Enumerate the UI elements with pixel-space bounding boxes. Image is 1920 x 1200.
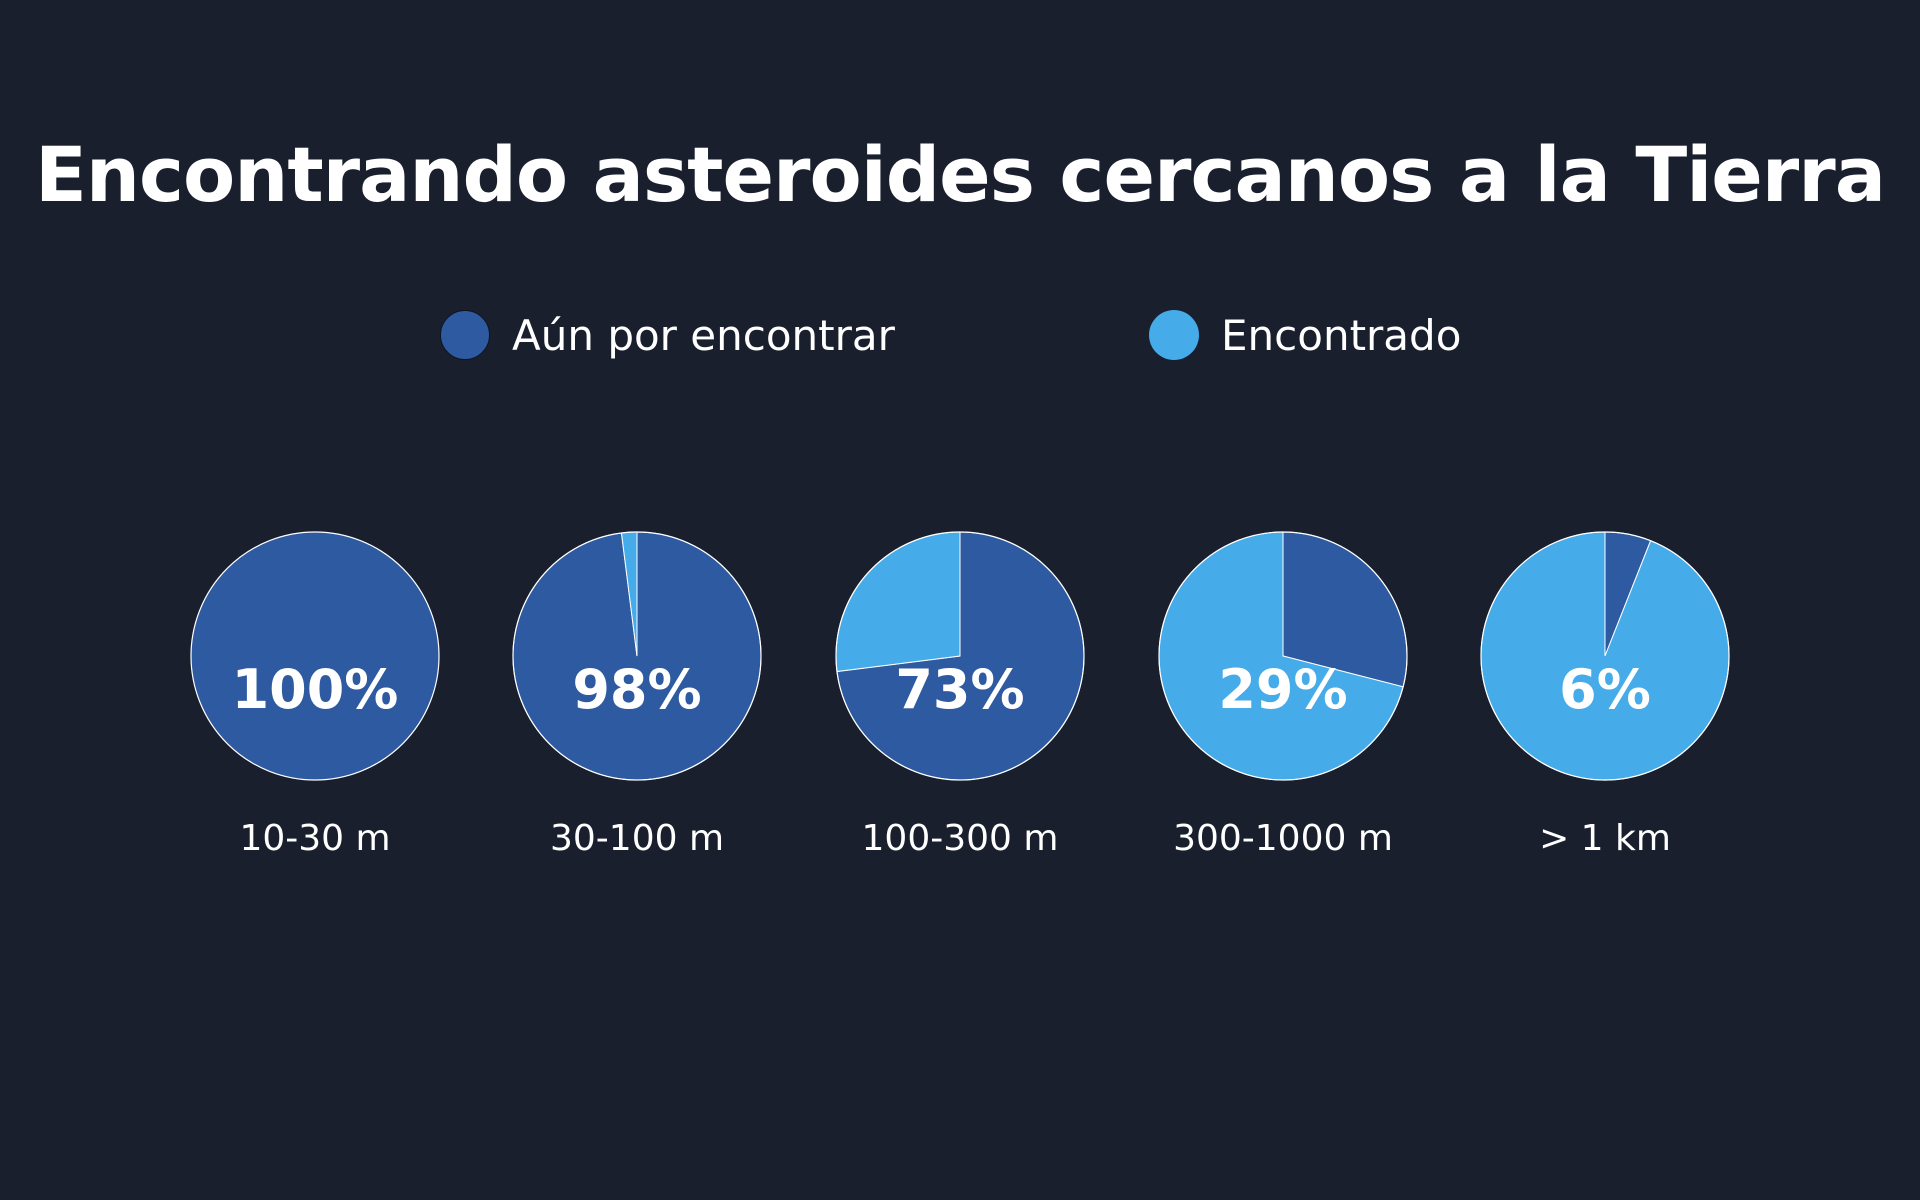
pie-outline-3: [1158, 531, 1408, 781]
pie-outline-1: [512, 531, 762, 781]
legend-item-found: Encontrado: [1149, 305, 1461, 365]
pie-value-label-1: 98%: [572, 658, 701, 721]
pie-outline-2: [835, 531, 1085, 781]
legend: Aún por encontrar Encontrado: [0, 305, 1920, 365]
legend-item-unfound: Aún por encontrar: [440, 305, 895, 365]
slice-unfound-0: [191, 532, 439, 780]
pie-2: 73% 100-300 m: [835, 531, 1085, 859]
legend-label-unfound: Aún por encontrar: [512, 310, 895, 360]
pie-3: 29% 300-1000 m: [1158, 531, 1408, 859]
pie-1: 98% 30-100 m: [512, 531, 762, 859]
pie-value-label-3: 29%: [1218, 658, 1347, 721]
pie-value-label-4: 6%: [1559, 658, 1651, 721]
pie-4: 6% > 1 km: [1480, 531, 1730, 859]
pie-outline-0: [190, 531, 440, 781]
category-label-3: 300-1000 m: [1173, 818, 1393, 859]
slice-found-2: [835, 531, 961, 673]
pie-value-label-2: 73%: [895, 658, 1024, 721]
category-label-2: 100-300 m: [862, 818, 1059, 859]
pie-0: 100% 10-30 m: [190, 531, 440, 859]
chart-title: Encontrando asteroides cercanos a la Tie…: [34, 130, 1886, 219]
legend-label-found: Encontrado: [1221, 310, 1462, 360]
legend-swatch-found: [1149, 310, 1199, 360]
pie-value-label-0: 100%: [232, 658, 399, 721]
legend-swatch-unfound: [440, 310, 490, 360]
slice-found-4: [1480, 531, 1730, 781]
category-label-1: 30-100 m: [550, 818, 724, 859]
category-label-0: 10-30 m: [239, 818, 390, 859]
pie-outline-4: [1480, 531, 1730, 781]
category-label-4: > 1 km: [1539, 818, 1671, 859]
